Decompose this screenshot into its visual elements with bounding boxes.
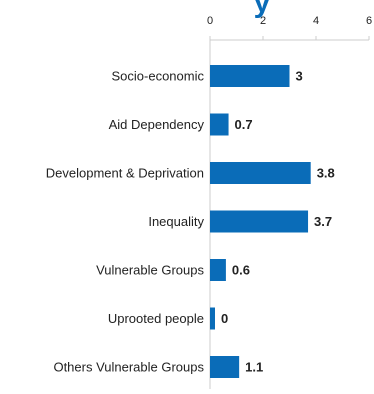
x-tick-label: 6 bbox=[366, 15, 372, 27]
bar bbox=[210, 356, 240, 378]
category-label: Vulnerable Groups bbox=[96, 263, 204, 278]
category-label: Inequality bbox=[148, 214, 204, 229]
bar bbox=[210, 113, 229, 136]
category-label: Development & Deprivation bbox=[46, 166, 204, 181]
bar-row: Socio-economic 3 bbox=[112, 65, 303, 87]
category-label: Socio-economic bbox=[112, 69, 205, 84]
bar-row: Inequality 3.7 bbox=[148, 210, 332, 233]
category-label: Others Vulnerable Groups bbox=[53, 360, 204, 375]
value-label: 0 bbox=[221, 311, 228, 326]
value-label: 3 bbox=[296, 69, 303, 84]
bars: Socio-economic 3 Aid Dependency 0.7 Developm… bbox=[46, 65, 335, 378]
bar bbox=[210, 259, 226, 281]
bar-row: Others Vulnerable Groups 1.1 bbox=[53, 356, 263, 378]
x-tick-label: 4 bbox=[313, 15, 319, 27]
category-label: Uprooted people bbox=[108, 311, 204, 326]
bar-row: Uprooted people 0 bbox=[108, 307, 228, 330]
value-label: 1.1 bbox=[245, 360, 263, 375]
category-label: Aid Dependency bbox=[109, 117, 205, 132]
value-label: 3.8 bbox=[317, 166, 335, 181]
bar bbox=[210, 307, 215, 330]
value-label: 3.7 bbox=[314, 214, 332, 229]
bar bbox=[210, 210, 309, 233]
x-tick-label: 2 bbox=[260, 15, 266, 27]
x-axis: 0 2 4 6 bbox=[207, 15, 372, 41]
x-tick-label: 0 bbox=[207, 15, 213, 27]
bar bbox=[210, 162, 311, 184]
bar-row: Development & Deprivation 3.8 bbox=[46, 162, 335, 184]
bar bbox=[210, 65, 290, 87]
value-label: 0.7 bbox=[235, 117, 253, 132]
chart-title-fragment: y bbox=[254, 0, 271, 19]
bar-row: Vulnerable Groups 0.6 bbox=[96, 259, 250, 281]
bar-row: Aid Dependency 0.7 bbox=[109, 113, 253, 136]
value-label: 0.6 bbox=[232, 263, 250, 278]
